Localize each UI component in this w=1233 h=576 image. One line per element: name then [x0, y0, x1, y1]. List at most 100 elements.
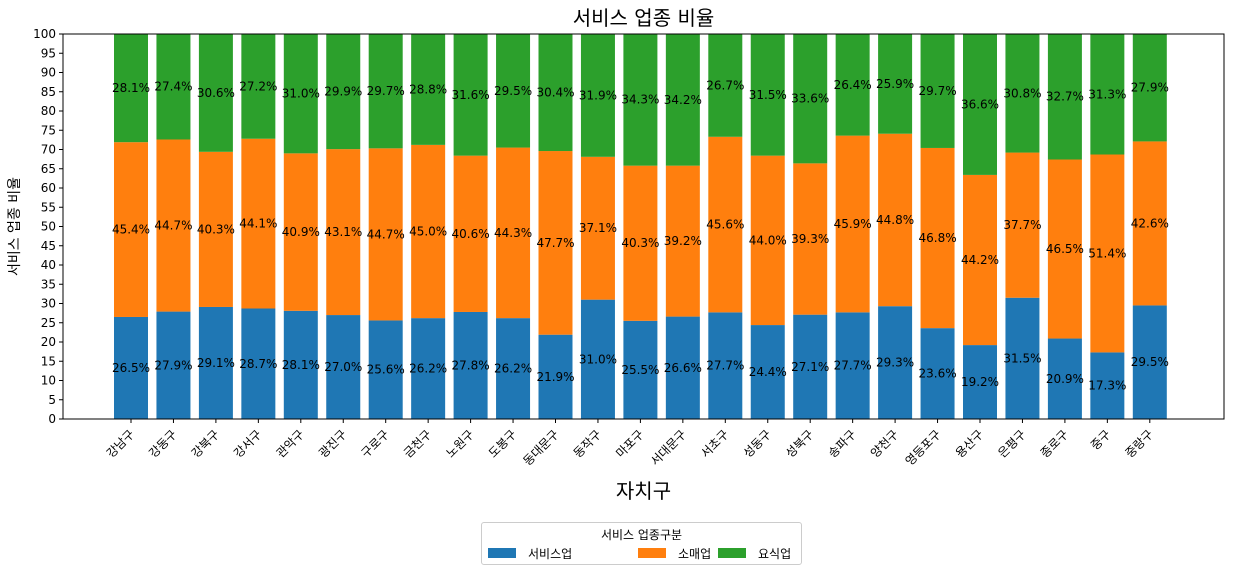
x-tick-label: 구로구 — [358, 427, 391, 460]
bar-요식업-금천구 — [411, 34, 446, 145]
data-label-소매업-영등포구: 46.8% — [918, 231, 956, 245]
x-tick-label: 마포구 — [613, 427, 646, 460]
bar-요식업-관악구 — [283, 34, 318, 154]
bar-소매업-성동구 — [750, 155, 785, 326]
chart-title: 서비스 업종 비율 — [573, 6, 715, 30]
bar-서비스업-서대문구 — [665, 316, 700, 419]
bar-서비스업-동대문구 — [538, 334, 573, 419]
x-tick-label: 서초구 — [698, 427, 731, 460]
bar-소매업-강남구 — [114, 142, 148, 317]
data-label-소매업-송파구: 45.9% — [834, 217, 872, 231]
data-label-소매업-서초구: 45.6% — [706, 218, 744, 232]
bar-서비스업-광진구 — [326, 315, 361, 419]
bar-서비스업-관악구 — [283, 310, 318, 419]
x-tick-label: 중랑구 — [1123, 427, 1156, 460]
x-tick-label: 금천구 — [400, 427, 434, 461]
bar-요식업-강북구 — [198, 34, 233, 152]
legend-label-food: 요식업 — [758, 546, 792, 561]
x-tick-label: 도봉구 — [486, 427, 519, 460]
legend-title: 서비스 업종구분 — [600, 528, 683, 542]
data-label-요식업-중구: 31.3% — [1088, 87, 1126, 101]
bar-소매업-용산구 — [963, 174, 997, 346]
bar-요식업-강남구 — [114, 34, 148, 143]
data-label-요식업-중랑구: 27.9% — [1131, 81, 1169, 95]
data-label-소매업-강동구: 44.7% — [154, 219, 192, 233]
legend-label-service: 서비스업 — [528, 546, 573, 561]
data-label-서비스업-동작구: 31.0% — [579, 352, 617, 366]
bar-소매업-도봉구 — [496, 147, 531, 319]
bar-소매업-동대문구 — [538, 151, 573, 335]
x-tick-label: 광진구 — [316, 427, 349, 460]
bar-소매업-금천구 — [411, 144, 446, 319]
x-tick-label: 강남구 — [104, 427, 137, 460]
legend-swatch-retail — [638, 548, 666, 558]
bar-소매업-서초구 — [708, 136, 743, 313]
bar-요식업-송파구 — [835, 34, 870, 136]
bar-소매업-구로구 — [368, 148, 403, 321]
data-label-서비스업-송파구: 27.7% — [834, 359, 872, 373]
data-label-서비스업-양천구: 29.3% — [876, 356, 914, 370]
y-tick-label: 90 — [41, 66, 56, 80]
y-tick-label: 55 — [41, 200, 56, 214]
data-label-요식업-마포구: 34.3% — [621, 93, 659, 107]
bar-요식업-강동구 — [156, 34, 191, 140]
bar-소매업-마포구 — [623, 165, 658, 321]
bar-소매업-광진구 — [326, 149, 361, 316]
data-label-요식업-동대문구: 30.4% — [536, 86, 574, 100]
y-tick-label: 15 — [41, 354, 56, 368]
bar-요식업-성북구 — [793, 34, 828, 164]
y-axis-label: 서비스 업종 비율 — [7, 177, 23, 276]
bar-소매업-영등포구 — [920, 147, 955, 329]
bar-소매업-관악구 — [283, 153, 318, 311]
bar-요식업-종로구 — [1047, 33, 1082, 160]
bar-소매업-동작구 — [580, 156, 615, 300]
data-label-서비스업-종로구: 20.9% — [1046, 372, 1084, 386]
bar-요식업-양천구 — [878, 34, 913, 134]
bar-서비스업-강서구 — [241, 308, 276, 419]
data-label-요식업-은평구: 30.8% — [1003, 86, 1041, 100]
data-label-서비스업-은평구: 31.5% — [1003, 351, 1041, 365]
data-label-서비스업-중랑구: 29.5% — [1131, 355, 1169, 369]
bar-서비스업-성동구 — [750, 325, 785, 419]
data-label-요식업-성동구: 31.5% — [749, 88, 787, 102]
y-axis-ticks: 0 5 10 15 20 25 30 35 40 45 50 55 60 65 70 75 80 85 90 95 10… — [33, 27, 63, 426]
bar-요식업-구로구 — [368, 34, 403, 149]
data-label-요식업-구로구: 29.7% — [367, 84, 405, 98]
bar-요식업-성동구 — [750, 34, 785, 156]
bar-소매업-송파구 — [835, 135, 870, 313]
x-tick-label: 동작구 — [571, 427, 604, 460]
data-label-요식업-용산구: 36.6% — [961, 97, 999, 111]
y-tick-label: 100 — [33, 27, 56, 41]
bar-소매업-종로구 — [1047, 159, 1082, 339]
bar-요식업-은평구 — [1005, 34, 1040, 153]
data-label-요식업-성북구: 33.6% — [791, 92, 829, 106]
bar-소매업-강북구 — [198, 151, 233, 307]
legend-item-service: 서비스업 — [488, 545, 572, 561]
bar-서비스업-중구 — [1090, 352, 1125, 419]
data-label-서비스업-서초구: 27.7% — [706, 359, 744, 373]
data-label-서비스업-관악구: 28.1% — [282, 358, 320, 372]
bar-요식업-마포구 — [623, 33, 658, 166]
y-tick-label: 30 — [41, 297, 56, 311]
data-label-요식업-송파구: 26.4% — [834, 78, 872, 92]
x-tick-label: 강동구 — [146, 427, 179, 460]
x-tick-label: 종로구 — [1038, 427, 1071, 460]
data-label-요식업-영등포구: 29.7% — [918, 84, 956, 98]
x-axis-ticks: 강남구 강동구 강북구 강서구 관악구 광진구 구로구 금천구 노원구 도봉구 동대문구 동작구 마포구… — [104, 419, 1156, 468]
x-tick-label: 노원구 — [443, 427, 476, 460]
bar-소매업-성북구 — [793, 163, 828, 315]
data-label-서비스업-용산구: 19.2% — [961, 375, 999, 389]
data-label-요식업-노원구: 31.6% — [452, 88, 490, 102]
data-label-서비스업-서대문구: 26.6% — [664, 361, 702, 375]
x-tick-label: 성북구 — [783, 427, 816, 460]
data-label-소매업-금천구: 45.0% — [409, 225, 447, 239]
bar-소매업-양천구 — [878, 133, 913, 307]
bar-소매업-강서구 — [241, 138, 276, 309]
bar-요식업-중구 — [1090, 34, 1125, 155]
data-label-서비스업-광진구: 27.0% — [324, 360, 362, 374]
legend-label-retail: 소매업 — [678, 546, 712, 561]
bar-서비스업-강남구 — [114, 316, 148, 419]
data-label-요식업-도봉구: 29.5% — [494, 84, 532, 98]
data-label-소매업-구로구: 44.7% — [367, 227, 405, 241]
